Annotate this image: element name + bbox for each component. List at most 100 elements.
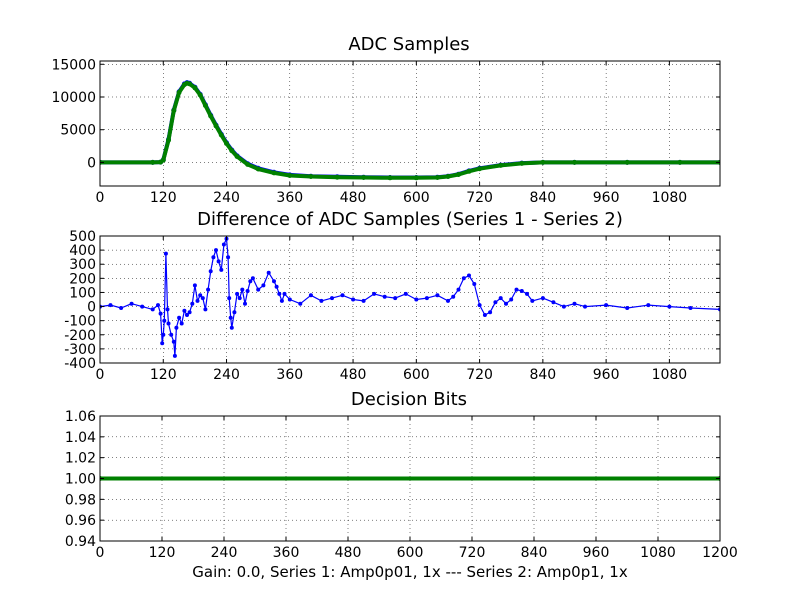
adc-samples-panel: ADC Samples 0 120 240 360 480 600 720 840 960 108…	[51, 34, 721, 206]
series-1-point	[519, 289, 524, 293]
series-2-point	[229, 148, 235, 154]
series-1-point	[414, 297, 419, 302]
series-1-point	[372, 291, 377, 296]
series-1-point	[195, 298, 200, 303]
x-tick-label: 600	[397, 545, 424, 561]
series-1-point	[540, 296, 545, 301]
series-2-point	[171, 108, 177, 114]
series-group	[100, 80, 720, 181]
series-1-point	[477, 303, 482, 308]
series-1-point	[140, 304, 145, 309]
series-2-point	[624, 159, 630, 165]
series-line-2	[100, 81, 720, 180]
x-tick-label: 600	[403, 190, 430, 206]
series-1-point	[583, 304, 587, 309]
y-tick-label: 200	[69, 271, 96, 287]
series-1-point	[150, 307, 155, 312]
figure-caption: Gain: 0.0, Series 1: Amp0p01, 1x --- Ser…	[192, 563, 628, 581]
series-2-point	[334, 174, 340, 180]
series-1-point	[287, 297, 292, 302]
series-1-point	[250, 276, 255, 281]
series-1-point	[509, 297, 514, 302]
series-1-point	[166, 321, 171, 326]
y-tick-label: 100	[69, 285, 96, 301]
series-1-point	[160, 341, 165, 346]
y-tick-label: 0	[87, 155, 96, 171]
series-1-point	[206, 287, 211, 292]
series-1-point	[551, 300, 556, 305]
y-tick-label: 300	[69, 257, 96, 273]
x-tick-label: 0	[96, 367, 105, 383]
series-1-point	[482, 313, 487, 317]
series-1-point	[393, 296, 398, 301]
series-1-point	[237, 296, 242, 301]
series-2-point	[192, 85, 198, 91]
series-1-point	[308, 293, 313, 298]
series-1-point	[228, 315, 233, 320]
series-1-point	[208, 269, 213, 274]
decision-bits-axes-frame	[99, 415, 721, 542]
series-2-point	[308, 174, 314, 179]
series-1-point	[229, 325, 234, 330]
series-1-point	[185, 313, 189, 317]
series-2-point	[160, 157, 166, 163]
y-tick-label: 1.06	[65, 409, 96, 425]
series-1-point	[248, 279, 253, 284]
series-1-point	[216, 259, 221, 264]
series-1-point	[330, 296, 334, 301]
series-1-point	[451, 294, 456, 299]
series-1-point	[319, 298, 324, 303]
series-1-point	[277, 291, 282, 296]
adc-samples-axes-frame	[99, 60, 721, 187]
y-tick-label: 1.04	[65, 430, 96, 446]
series-2-point	[208, 113, 214, 119]
y-tick-label: -200	[64, 328, 96, 344]
series-2-point	[466, 168, 472, 174]
series-1-point	[646, 303, 651, 308]
x-tick-label: 1080	[652, 190, 688, 206]
series-1-point	[162, 318, 167, 323]
series-1-point	[179, 321, 184, 326]
series-1-point	[172, 353, 177, 358]
panel-title-difference: Difference of ADC Samples (Series 1 - Se…	[197, 209, 623, 230]
series-2-point	[413, 175, 419, 181]
series-1-point	[227, 296, 232, 301]
series-1-point	[274, 284, 279, 289]
series-1-point	[240, 287, 245, 292]
series-group	[100, 236, 720, 358]
series-1-point	[158, 311, 163, 316]
series-1-point	[530, 298, 535, 303]
x-tick-label: 120	[150, 367, 177, 383]
series-1-point	[604, 303, 609, 308]
x-tick-label: 840	[529, 367, 556, 383]
series-1-point	[688, 306, 693, 310]
series-2-point	[540, 159, 546, 165]
series-2-point	[197, 92, 203, 98]
series-1-point	[514, 287, 519, 292]
series-1-point	[266, 270, 271, 275]
series-1-point	[187, 310, 192, 315]
series-1-point	[214, 248, 218, 253]
series-2-point	[187, 81, 193, 87]
panel-title-adc-samples: ADC Samples	[348, 34, 469, 55]
x-tick-label: 120	[150, 190, 177, 206]
series-1-point	[200, 296, 205, 301]
series-1-point	[667, 304, 672, 309]
series-1-point	[298, 301, 303, 306]
difference-axes-frame	[99, 235, 721, 364]
series-1-point	[472, 282, 477, 286]
series-1-point	[192, 283, 197, 288]
series-1-point	[498, 296, 503, 301]
series-1-point	[174, 325, 179, 330]
series-2-point	[361, 175, 367, 180]
y-tick-label: 500	[69, 229, 96, 245]
panel-title-decision-bits: Decision Bits	[351, 389, 467, 410]
series-1-point	[361, 298, 366, 303]
series-1-point	[235, 291, 240, 296]
x-tick-label: 840	[521, 545, 548, 561]
x-tick-label: 240	[213, 367, 240, 383]
series-2-point	[245, 161, 251, 167]
x-tick-label: 240	[211, 545, 238, 561]
x-tick-label: 0	[96, 545, 105, 561]
